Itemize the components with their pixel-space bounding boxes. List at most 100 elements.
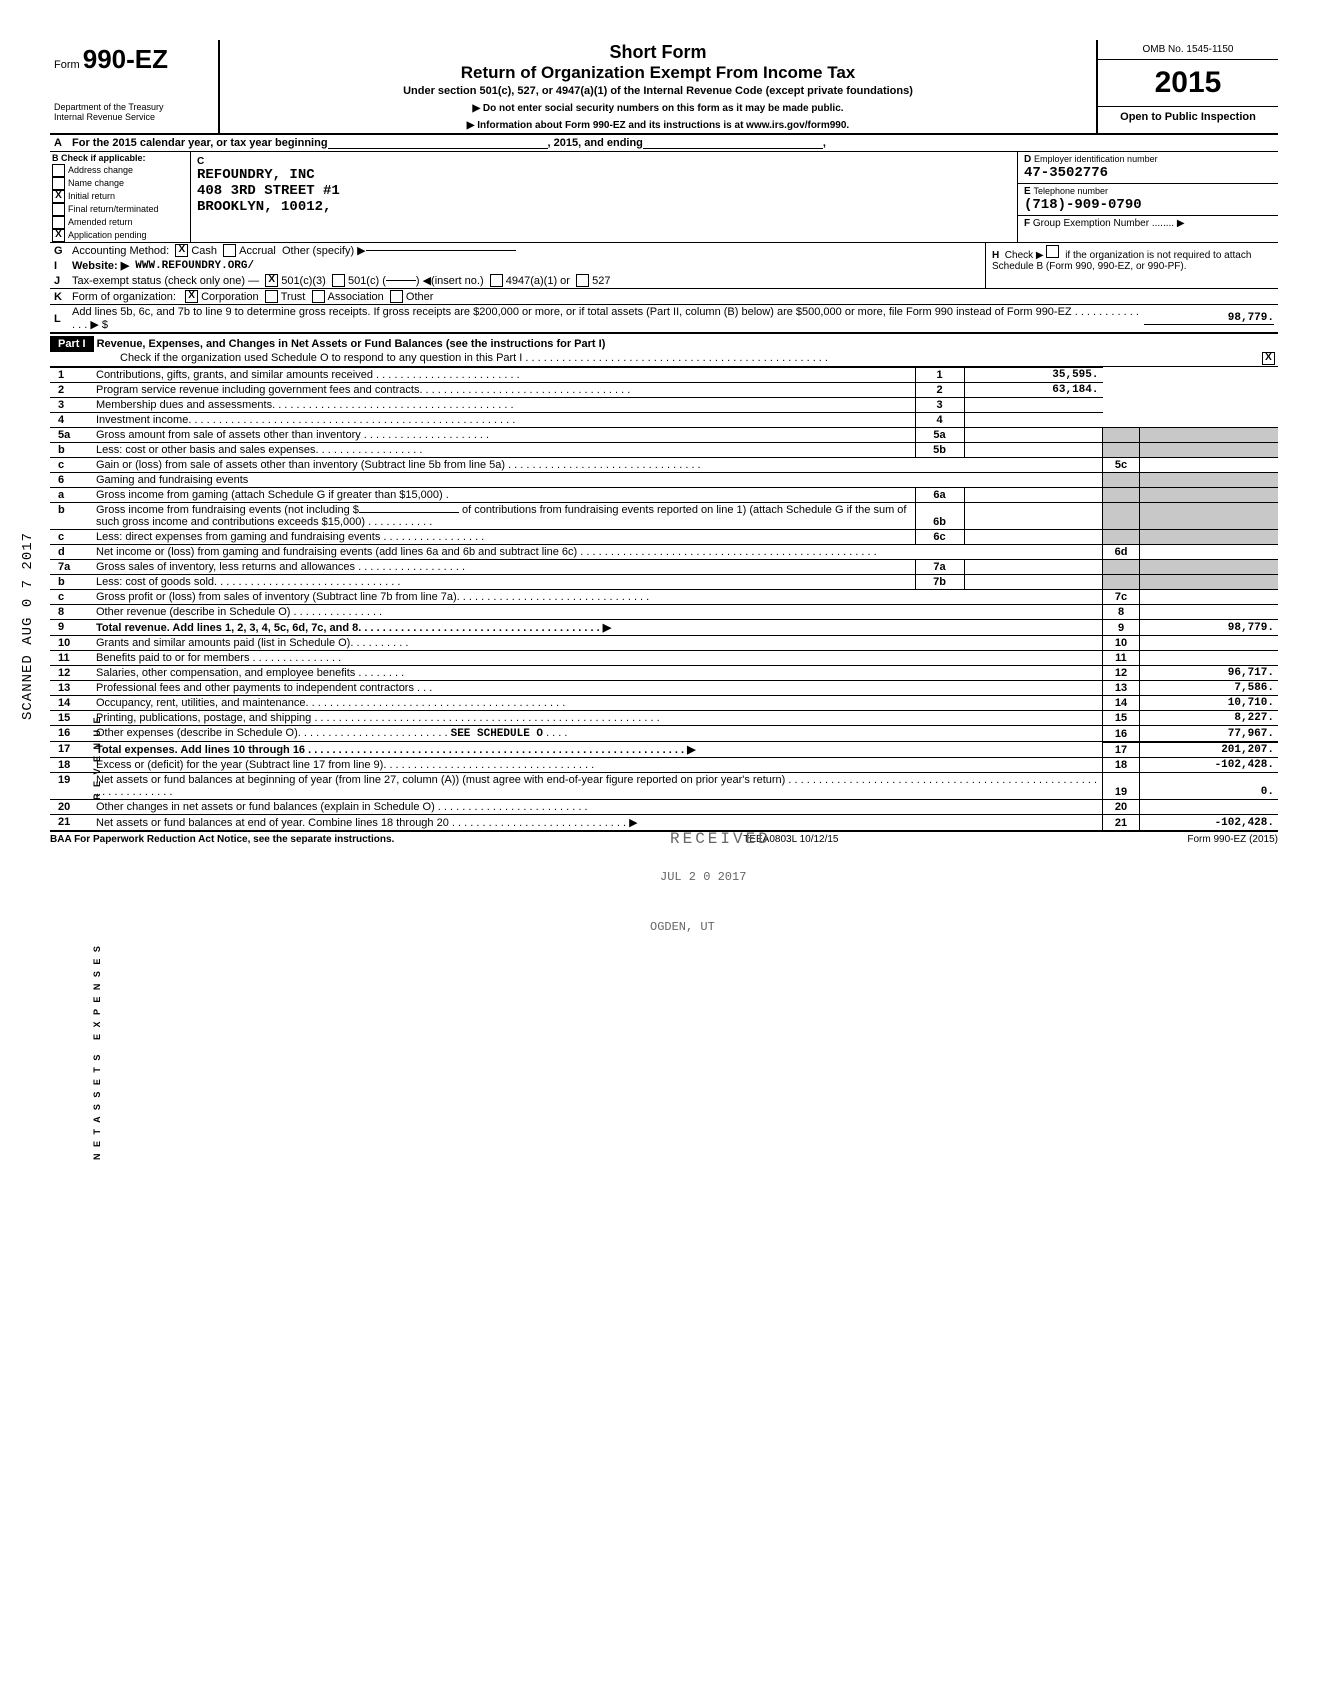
d8: Other revenue (describe in Schedule O) .… (92, 605, 1103, 620)
lbl-cash: Cash (191, 245, 217, 257)
a2: 63,184. (964, 383, 1103, 398)
stamp-place: OGDEN, UT (650, 920, 715, 934)
n6d: d (50, 545, 92, 560)
n16: 16 (50, 726, 92, 742)
line-a-letter: A (54, 137, 72, 149)
chk-501c[interactable] (332, 274, 345, 287)
b12: 12 (1103, 666, 1140, 681)
a6s (1140, 473, 1279, 488)
d6a: Gross income from gaming (attach Schedul… (92, 488, 915, 503)
chk-501c3[interactable]: X (265, 274, 278, 287)
line-l-letter: L (54, 313, 72, 325)
b10: 10 (1103, 636, 1140, 651)
line-j-letter: J (54, 275, 72, 287)
b6s (1103, 473, 1140, 488)
b15: 15 (1103, 711, 1140, 726)
box-f-letter: F (1024, 218, 1030, 229)
a12: 96,717. (1140, 666, 1279, 681)
b8: 8 (1103, 605, 1140, 620)
a16: 77,967. (1140, 726, 1279, 742)
org-addr2: BROOKLYN, 10012, (197, 199, 1011, 215)
part1-label: Part I (50, 336, 94, 352)
box-b-letter: B (52, 153, 59, 163)
website-value: WWW.REFOUNDRY.ORG/ (135, 260, 254, 272)
sa5a (964, 428, 1103, 443)
chk-assoc[interactable] (312, 290, 325, 303)
d16: Other expenses (describe in Schedule O).… (96, 727, 448, 739)
b14: 14 (1103, 696, 1140, 711)
sa6c (964, 530, 1103, 545)
chk-initial[interactable]: X (52, 190, 65, 203)
chk-527[interactable] (576, 274, 589, 287)
footer-right: Form 990-EZ (2015) (1187, 834, 1278, 845)
box-c-letter: C (197, 156, 1011, 167)
chk-h[interactable] (1046, 245, 1059, 258)
d7a: Gross sales of inventory, less returns a… (92, 560, 915, 575)
d6b1: Gross income from fundraising events (no… (96, 504, 359, 516)
d6: Gaming and fundraising events (92, 473, 1103, 488)
lbl-pending: Application pending (68, 229, 147, 241)
lbl-trust: Trust (281, 291, 306, 303)
sb6c: 6c (915, 530, 964, 545)
d17: Total expenses. Add lines 10 through 16 … (96, 744, 696, 756)
d6d: Net income or (loss) from gaming and fun… (92, 545, 1103, 560)
sb6a: 6a (915, 488, 964, 503)
lbl-501c: 501(c) ( (348, 275, 386, 287)
a5c (1140, 458, 1279, 473)
a18: -102,428. (1140, 758, 1279, 773)
b1: 1 (915, 368, 964, 383)
lbl-final: Final return/terminated (68, 203, 159, 215)
d11: Benefits paid to or for members . . . . … (92, 651, 1103, 666)
line-l-text: Add lines 5b, 6c, and 7b to line 9 to de… (72, 306, 1144, 331)
d9: Total revenue. Add lines 1, 2, 3, 4, 5c,… (96, 622, 611, 634)
a21: -102,428. (1140, 815, 1279, 832)
chk-name[interactable] (52, 177, 65, 190)
side-revenue: R E V E N U E (92, 715, 102, 800)
as6b (1140, 503, 1279, 530)
chk-accrual[interactable] (223, 244, 236, 257)
d7b: Less: cost of goods sold. . . . . . . . … (92, 575, 915, 590)
stamp-date: JUL 2 0 2017 (660, 870, 746, 884)
box-d-letter: D (1024, 154, 1031, 165)
d19: Net assets or fund balances at beginning… (92, 773, 1103, 800)
phone-value: (718)-909-0790 (1024, 197, 1142, 213)
chk-address[interactable] (52, 164, 65, 177)
n17: 17 (50, 742, 92, 758)
lbl-address: Address change (68, 164, 133, 176)
sa6a (964, 488, 1103, 503)
d10: Grants and similar amounts paid (list in… (92, 636, 1103, 651)
b20: 20 (1103, 800, 1140, 815)
open-public: Open to Public Inspection (1098, 107, 1278, 127)
sb6b: 6b (915, 503, 964, 530)
as5b (1140, 443, 1279, 458)
chk-trust[interactable] (265, 290, 278, 303)
chk-corp[interactable]: X (185, 290, 198, 303)
part1-check-x[interactable]: X (1262, 352, 1275, 365)
as6c (1140, 530, 1279, 545)
sb5b: 5b (915, 443, 964, 458)
title-return: Return of Organization Exempt From Incom… (228, 63, 1088, 83)
side-netassets: N E T A S S E T S (92, 1053, 102, 1160)
a19: 0. (1140, 773, 1279, 800)
bs6b (1103, 503, 1140, 530)
chk-pending[interactable]: X (52, 229, 65, 242)
lbl-accrual: Accrual (239, 245, 276, 257)
b3: 3 (915, 398, 964, 413)
a6d (1140, 545, 1279, 560)
line-a: A For the 2015 calendar year, or tax yea… (50, 135, 1278, 152)
chk-4947[interactable] (490, 274, 503, 287)
b7c: 7c (1103, 590, 1140, 605)
d6c: Less: direct expenses from gaming and fu… (92, 530, 915, 545)
chk-other-org[interactable] (390, 290, 403, 303)
chk-final[interactable] (52, 203, 65, 216)
footer: BAA For Paperwork Reduction Act Notice, … (50, 832, 1278, 845)
chk-cash[interactable]: X (175, 244, 188, 257)
n5b: b (50, 443, 92, 458)
dept-line2: Internal Revenue Service (54, 113, 214, 123)
part1-check-line: Check if the organization used Schedule … (50, 352, 828, 364)
sa7b (964, 575, 1103, 590)
line-h-check: Check ▶ (1005, 250, 1044, 261)
b16: 16 (1103, 726, 1140, 742)
chk-amended[interactable] (52, 216, 65, 229)
a4 (964, 413, 1103, 428)
